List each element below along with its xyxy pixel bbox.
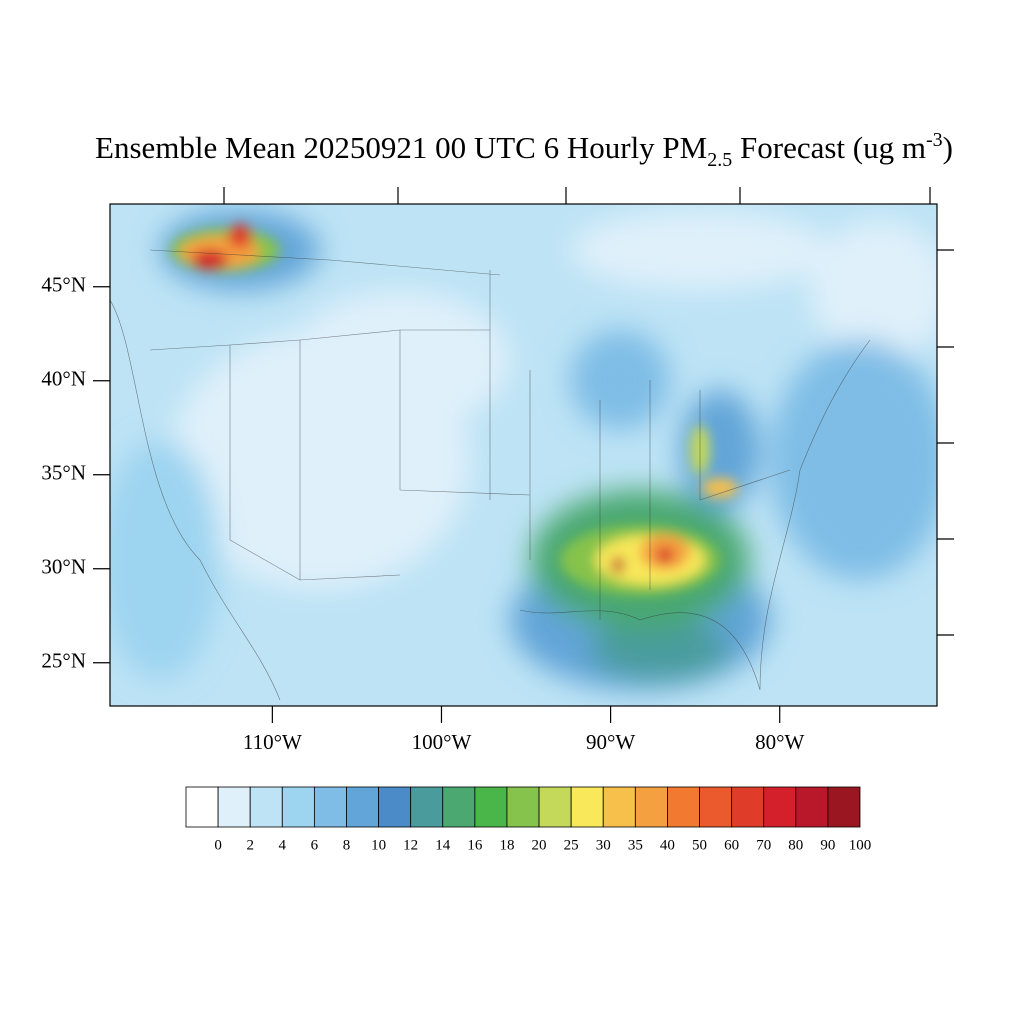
colorbar-label: 40 bbox=[660, 837, 675, 853]
colorbar-box bbox=[570, 786, 604, 828]
colorbar-label: 60 bbox=[724, 837, 739, 853]
colorbar-label: 25 bbox=[564, 837, 579, 853]
colorbar-label: 35 bbox=[628, 837, 643, 853]
colorbar-box bbox=[538, 786, 572, 828]
colorbar-box bbox=[699, 786, 733, 828]
colorbar-box bbox=[442, 786, 476, 828]
x-tick-label: 100°W bbox=[412, 730, 472, 754]
colorbar-label: 30 bbox=[596, 837, 611, 853]
colorbar-box bbox=[185, 786, 219, 828]
colorbar-label: 10 bbox=[371, 837, 386, 853]
colorbar-box bbox=[313, 786, 347, 828]
colorbar-box bbox=[506, 786, 540, 828]
title-text: ) bbox=[943, 130, 953, 165]
colorbar-box bbox=[474, 786, 508, 828]
x-tick-label: 80°W bbox=[755, 730, 804, 754]
axes: 110°W 100°W 90°W 80°W 25°N 30°N 35°N 40°N 45°N bbox=[41, 273, 804, 754]
colorbar-box bbox=[763, 786, 797, 828]
x-tick-label: 90°W bbox=[586, 730, 635, 754]
y-tick-label: 40°N bbox=[41, 367, 86, 391]
colorbar-label: 0 bbox=[214, 837, 222, 853]
colorbar-box bbox=[634, 786, 668, 828]
colorbar-label: 20 bbox=[532, 837, 547, 853]
colorbar-label: 12 bbox=[403, 837, 418, 853]
colorbar-box bbox=[249, 786, 283, 828]
colorbar-label: 8 bbox=[343, 837, 351, 853]
colorbar-label: 18 bbox=[499, 837, 514, 853]
colorbar-box bbox=[667, 786, 700, 828]
colorbar-box bbox=[217, 786, 251, 828]
colorbar-box bbox=[795, 786, 829, 828]
y-tick-label: 25°N bbox=[41, 649, 86, 673]
title-superscript: -3 bbox=[926, 129, 943, 151]
chart-title: Ensemble Mean 20250921 00 UTC 6 Hourly P… bbox=[95, 129, 953, 171]
colorbar-label: 4 bbox=[279, 837, 287, 853]
map-field bbox=[110, 204, 937, 706]
colorbar-box bbox=[827, 786, 861, 828]
colorbar-box bbox=[410, 786, 444, 828]
colorbar-label: 70 bbox=[756, 837, 771, 853]
colorbar-box bbox=[346, 786, 379, 828]
colorbar-box bbox=[281, 786, 315, 828]
colorbar-label: 6 bbox=[311, 837, 319, 853]
colorbar-label: 14 bbox=[435, 837, 451, 853]
colorbar-label: 80 bbox=[788, 837, 803, 853]
colorbar-box bbox=[602, 786, 636, 828]
title-text: Ensemble Mean 20250921 00 UTC 6 Hourly P… bbox=[95, 130, 707, 165]
colorbar-box bbox=[731, 786, 765, 828]
title-subscript: 2.5 bbox=[707, 149, 732, 171]
y-tick-label: 30°N bbox=[41, 555, 86, 579]
title-text: Forecast (ug m bbox=[732, 130, 926, 165]
x-tick-label: 110°W bbox=[243, 730, 302, 754]
colorbar-box bbox=[378, 786, 412, 828]
map-frame bbox=[109, 203, 938, 707]
colorbar-label: 16 bbox=[467, 837, 483, 853]
colorbar-label: 90 bbox=[820, 837, 835, 853]
y-tick-label: 45°N bbox=[41, 273, 86, 297]
colorbar-label: 50 bbox=[692, 837, 707, 853]
projection-ticks bbox=[223, 187, 954, 636]
y-tick-label: 35°N bbox=[41, 461, 86, 485]
colorbar: 0 2 4 6 8 10 12 14 16 18 20 25 30 35 40 50 60 70 80 90 100 bbox=[185, 786, 872, 853]
colorbar-label: 100 bbox=[849, 837, 872, 853]
colorbar-label: 2 bbox=[246, 837, 254, 853]
